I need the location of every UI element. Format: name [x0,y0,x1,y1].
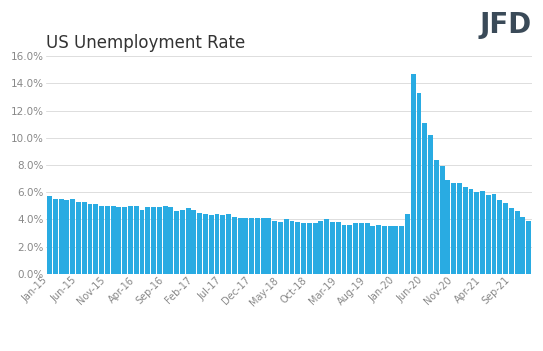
Bar [243,218,248,274]
Bar [336,222,340,274]
Bar [307,224,312,274]
Bar [457,183,462,274]
Bar [70,199,75,274]
Bar [451,183,456,274]
Bar [116,207,121,274]
Bar [428,135,433,274]
Bar [214,214,219,274]
Bar [249,218,254,274]
Bar [364,224,370,274]
Bar [440,166,445,274]
Bar [128,206,133,274]
Bar [520,217,526,274]
Bar [416,93,421,274]
Bar [261,218,266,274]
Bar [267,218,272,274]
Bar [220,215,225,274]
Bar [203,214,208,274]
Bar [122,207,127,274]
Bar [284,219,289,274]
Bar [278,222,283,274]
Bar [313,224,318,274]
Bar [65,200,70,274]
Bar [394,226,399,274]
Bar [186,208,191,274]
Bar [486,195,491,274]
Bar [192,210,197,274]
Bar [134,206,138,274]
Bar [174,211,179,274]
Bar [209,215,214,274]
Bar [445,180,450,274]
Bar [99,206,104,274]
Bar [497,200,502,274]
Bar [232,217,237,274]
Bar [474,192,479,274]
Bar [330,222,335,274]
Bar [53,199,58,274]
Bar [370,226,375,274]
Bar [47,196,52,274]
Bar [463,187,468,274]
Bar [318,221,323,274]
Bar [411,74,416,274]
Bar [399,226,404,274]
Bar [469,190,473,274]
Bar [289,221,294,274]
Bar [146,207,150,274]
Bar [140,210,144,274]
Bar [353,224,358,274]
Bar [526,221,531,274]
Bar [272,221,277,274]
Bar [168,207,173,274]
Bar [388,226,393,274]
Bar [301,224,306,274]
Bar [503,203,508,274]
Bar [151,207,156,274]
Bar [93,204,98,274]
Bar [197,213,202,274]
Bar [105,206,110,274]
Bar [422,123,427,274]
Text: JFD: JFD [480,11,532,39]
Bar [359,224,364,274]
Bar [434,159,439,274]
Bar [515,211,520,274]
Bar [405,214,410,274]
Bar [111,206,116,274]
Bar [255,218,260,274]
Bar [59,199,64,274]
Bar [348,225,352,274]
Bar [480,191,485,274]
Bar [76,202,81,274]
Bar [82,202,87,274]
Bar [491,193,496,274]
Bar [180,210,185,274]
Text: US Unemployment Rate: US Unemployment Rate [46,34,245,52]
Bar [162,206,167,274]
Bar [87,204,92,274]
Bar [226,214,231,274]
Bar [342,225,346,274]
Bar [324,219,329,274]
Bar [157,207,162,274]
Bar [382,226,387,274]
Bar [295,222,300,274]
Bar [509,208,514,274]
Bar [376,225,381,274]
Bar [238,218,243,274]
